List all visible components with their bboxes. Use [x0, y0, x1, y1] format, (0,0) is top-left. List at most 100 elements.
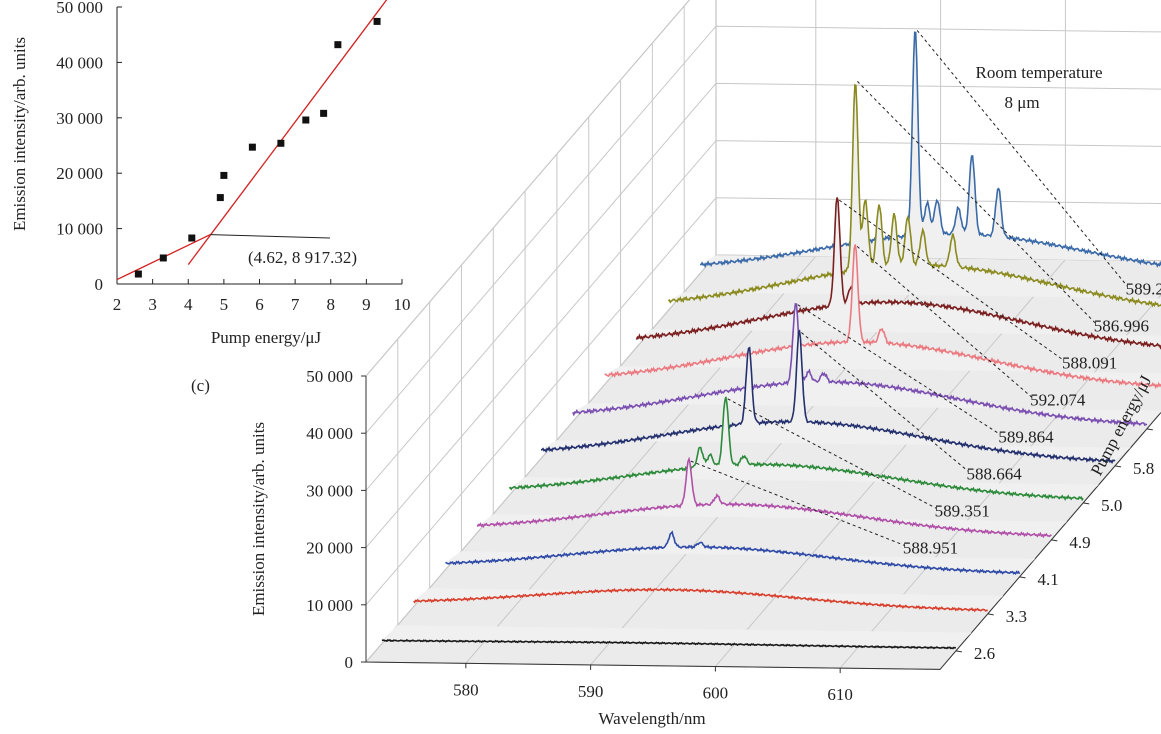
threshold-leader-line [210, 234, 331, 239]
data-point [320, 109, 328, 117]
intensity-gridline [365, 140, 1161, 548]
inset-x-tick-label: 6 [255, 295, 264, 314]
intensity-tick-label: 0 [345, 653, 354, 672]
inset-y-tick-label: 40 000 [56, 53, 103, 72]
series-line [604, 244, 1161, 390]
series-ribbon [572, 303, 1161, 426]
pump-tick-label: 3.3 [1006, 607, 1027, 626]
inset-scatter-plot: 2 3 4 5 6 7 8 9 10 0 10 000 20 000 30 000 40 000 50 00… [10, 0, 411, 347]
data-point [220, 171, 228, 179]
data-point [188, 234, 196, 242]
inset-x-tick-label: 7 [291, 295, 300, 314]
data-point [248, 143, 256, 151]
intensity-tick-label: 20 000 [306, 539, 353, 558]
threshold-annotation: (4.62, 8 917.32) [248, 248, 357, 267]
inset-x-tick-label: 3 [148, 295, 157, 314]
pump-tick-label: 5.8 [1133, 459, 1154, 478]
pump-tick-label: 4.9 [1069, 533, 1090, 552]
series-line [572, 302, 1148, 428]
wavelength-tick-label: 610 [827, 685, 853, 704]
series-ribbon [477, 459, 1068, 537]
peak-wavelength-label: 588.664 [967, 465, 1023, 484]
data-point [334, 41, 342, 49]
inset-ticks: 2 3 4 5 6 7 8 9 10 0 10 000 20 000 30 000 40 000 50 00… [56, 0, 410, 314]
peak-leader-line [856, 246, 1033, 398]
data-point [216, 194, 224, 202]
wavelength-tick-label: 590 [578, 682, 604, 701]
pump-tick [1019, 576, 1026, 579]
series-ribbon [604, 244, 1161, 388]
intensity-gridline [365, 25, 1161, 434]
peak-leader-lines: 589.236 586.996 588.091 592.074 589.864 588.6… [690, 30, 1161, 558]
series-ribbon [381, 625, 972, 649]
pump-tick-label: 2.6 [974, 644, 995, 663]
intensity-tick-label: 40 000 [306, 424, 353, 443]
inset-axes [116, 7, 402, 285]
pump-tick [1083, 502, 1090, 505]
room-temperature-annotation: Room temperature [976, 63, 1103, 82]
intensity-gridline [365, 0, 691, 377]
pump-tick-label: 4.1 [1038, 570, 1059, 589]
pump-tick [1114, 465, 1122, 468]
inset-x-tick-label: 9 [362, 295, 371, 314]
inset-y-tick-label: 30 000 [56, 109, 103, 128]
inset-points [134, 17, 381, 278]
inset-y-tick-label: 10 000 [56, 220, 103, 239]
fit-line [187, 0, 388, 265]
series-ribbon [636, 197, 1161, 348]
wavelength-tick-label: 580 [453, 680, 479, 699]
series-line [540, 329, 1116, 465]
inset-y-tick-label: 50 000 [56, 0, 103, 17]
inset-y-tick-label: 0 [95, 275, 104, 294]
peak-leader-line [916, 30, 1128, 287]
inset-x-tick-label: 2 [113, 295, 122, 314]
series-line [413, 587, 988, 613]
intensity-axis-label: Emission intensity/arb. units [249, 422, 268, 616]
intensity-tick-label: 10 000 [306, 596, 353, 615]
pump-tick [1051, 539, 1058, 542]
inset-x-tick-label: 5 [220, 295, 229, 314]
series-line [635, 197, 1161, 350]
inset-x-tick-label: 4 [184, 295, 193, 314]
thickness-annotation: 8 μm [1004, 93, 1039, 112]
inset-x-tick-label: 8 [327, 295, 336, 314]
data-point [373, 17, 381, 25]
peak-wavelength-label: 589.351 [935, 502, 990, 521]
series-line [508, 396, 1084, 502]
pump-tick [987, 613, 994, 616]
pump-tick [955, 650, 962, 653]
wavelength-gridline [839, 294, 1161, 669]
wavelength-tick-label: 600 [703, 684, 729, 703]
peak-leader-line [857, 81, 1097, 324]
series-ribbon [413, 588, 1004, 611]
peak-leader-line [690, 460, 906, 546]
inset-y-axis-label: Emission intensity/arb. units [10, 37, 29, 231]
panel-label: (c) [191, 376, 210, 395]
intensity-gridline [365, 197, 1161, 606]
waterfall-series [381, 31, 1161, 650]
peak-leader-line [838, 199, 1065, 361]
data-point [134, 270, 142, 278]
data-point [159, 254, 167, 262]
peak-leader-line [800, 332, 969, 472]
series-line [381, 638, 957, 650]
inset-y-tick-label: 20 000 [56, 164, 103, 183]
series-ribbon [541, 331, 1131, 463]
inset-x-tick-label: 10 [394, 295, 411, 314]
peak-wavelength-label: 588.951 [903, 539, 958, 558]
series-line [699, 31, 1161, 269]
waterfall-3d-plot: 589.236 586.996 588.091 592.074 589.864 588.6… [191, 0, 1161, 728]
peak-wavelength-label: 588.091 [1062, 354, 1117, 373]
pump-tick [1146, 428, 1153, 431]
peak-wavelength-label: 589.236 [1126, 280, 1161, 299]
peak-wavelength-label: 592.074 [1030, 391, 1086, 410]
peak-leader-line [797, 304, 1001, 435]
series-line [445, 530, 1021, 576]
wavelength-axis-label: Wavelength/nm [598, 709, 705, 728]
inset-x-axis-label: Pump energy/μJ [211, 328, 322, 347]
inset-fit-lines [117, 0, 388, 281]
series-line [476, 456, 1052, 539]
waterfall-ticks: 2.63.34.14.95.05.86.67.37.88.29.35805906… [306, 367, 1154, 704]
data-point [302, 116, 310, 124]
